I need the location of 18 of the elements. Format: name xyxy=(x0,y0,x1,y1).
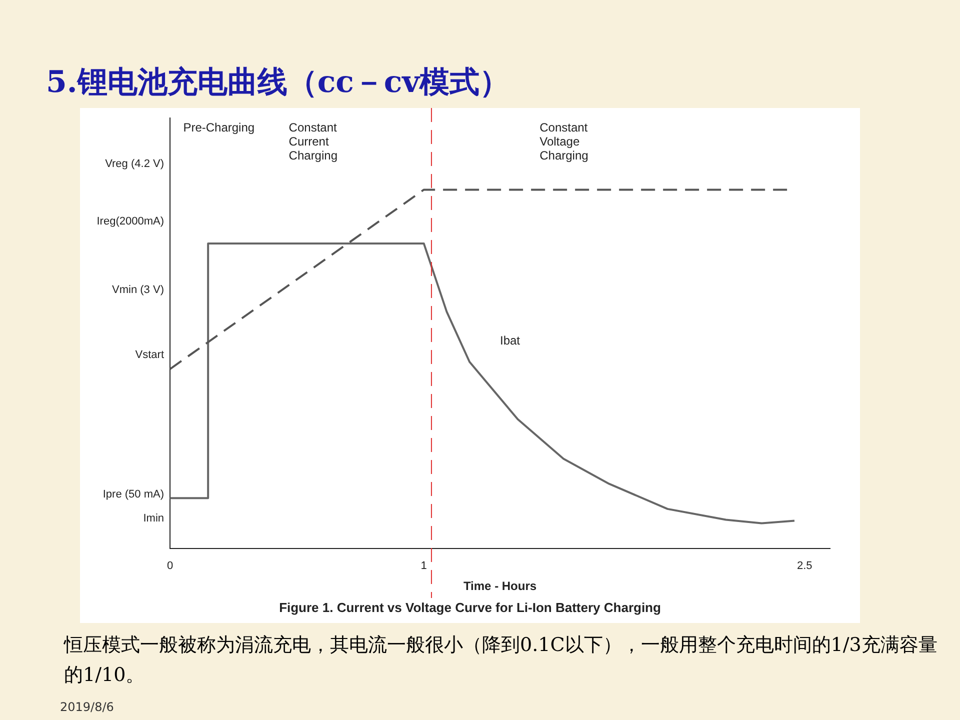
text: Constant Current Charging xyxy=(288,120,338,162)
x-axis-title: Time - Hours xyxy=(463,579,537,594)
text: 恒压模式一般被称为涓流充电，其电流一般很小（降到0.1C以下），一般用整个充电时间的1/3充满容量的1/10。 xyxy=(64,633,938,688)
text: 2019/8/6 xyxy=(60,700,114,714)
text: Ireg(2000mA) xyxy=(96,215,164,228)
text: Vmin (3 V) xyxy=(112,284,164,296)
text: Constant Voltage Charging xyxy=(540,120,588,162)
text: Vstart xyxy=(135,348,164,361)
chart-title: 5.锂电池充电曲线（cc－cv模式） xyxy=(46,64,510,102)
text: Pre-Charging xyxy=(183,120,255,134)
x-tick-label: 0 xyxy=(166,560,174,572)
text: Imin xyxy=(143,512,164,524)
x-tick-label: 1 xyxy=(420,560,427,572)
annotation: Ibat xyxy=(500,334,521,348)
text: Ipre (50 mA) xyxy=(102,488,164,501)
caption: Figure 1. Current vs Voltage Curve for Li-Ion Battery Charging xyxy=(278,599,662,617)
x-tick-label: 2.5 xyxy=(796,560,812,572)
text: Vreg (4.2 V) xyxy=(105,158,164,170)
